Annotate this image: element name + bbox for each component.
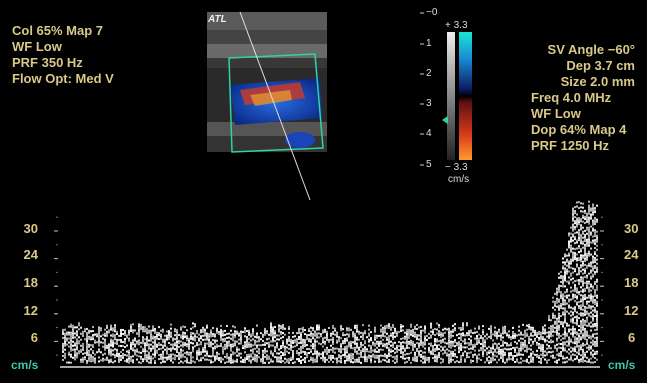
minor-tick [601,326,603,329]
right-scale-unit: cm/s [608,358,636,372]
depth-label-4: 4 [426,128,432,139]
right-scale-24: 24 [624,247,639,262]
depth-label-1: 1 [426,38,432,49]
minor-tick [601,340,603,343]
minor-tick [601,216,603,218]
minor-tick [56,257,58,260]
minor-tick [56,299,58,301]
depth-label-0: −0 [426,7,438,18]
spectral-doppler [54,200,604,368]
right-scale-ticks [600,216,604,356]
flow-optimization: Flow Opt: Med V [12,71,114,86]
sample-depth: Dep 3.7 cm [566,58,635,73]
color-gain-map: Col 65% Map 7 [12,23,104,38]
left-scale-6: 6 [30,330,38,345]
color-bar-max: + 3.3 [445,20,468,31]
minor-tick [56,244,58,246]
right-scale-12: 12 [624,303,639,318]
minor-tick [601,230,603,232]
left-scale-ticks [54,216,58,356]
color-prf: PRF 350 Hz [12,55,83,70]
minor-tick [601,285,603,287]
spectral-waveform [62,200,598,364]
minor-tick [56,340,58,343]
minor-tick [601,257,603,260]
grayscale-bar [447,32,455,160]
doppler-wall-filter: WF Low [531,106,581,121]
right-scale-18: 18 [624,275,639,290]
minor-tick [56,354,58,356]
doppler-prf: PRF 1250 Hz [531,138,610,153]
sample-volume-angle: SV Angle −60° [547,42,635,57]
color-velocity-bar [459,32,472,160]
wall-filter-setting: WF Low [12,39,62,54]
color-bar-min: − 3.3 [445,162,468,173]
left-scale-18: 18 [23,275,38,290]
minor-tick [601,354,603,356]
minor-tick [56,216,58,218]
doppler-gain-map: Dop 64% Map 4 [531,122,627,137]
doppler-frequency: Freq 4.0 MHz [531,90,612,105]
minor-tick [56,285,58,287]
atl-logo: ATL [208,14,227,25]
left-scale-12: 12 [23,303,38,318]
minor-tick [56,326,58,329]
minor-tick [601,244,603,246]
right-scale-6: 6 [628,330,636,345]
minor-tick [56,271,58,274]
left-scale-unit: cm/s [11,358,39,372]
depth-label-2: 2 [426,68,432,79]
color-bar-unit: cm/s [448,174,470,185]
sample-size: Size 2.0 mm [560,74,635,89]
right-scale-30: 30 [624,221,639,236]
depth-scale-ticks [420,12,424,166]
b-mode-image [207,11,327,201]
left-scale-24: 24 [23,247,38,262]
minor-tick [601,299,603,301]
minor-tick [601,271,603,274]
depth-label-5: 5 [426,159,432,170]
baseline-marker-icon [442,116,448,124]
minor-tick [56,230,58,232]
minor-tick [601,313,603,315]
depth-label-3: 3 [426,98,432,109]
minor-tick [56,313,58,315]
left-scale-30: 30 [23,221,38,236]
